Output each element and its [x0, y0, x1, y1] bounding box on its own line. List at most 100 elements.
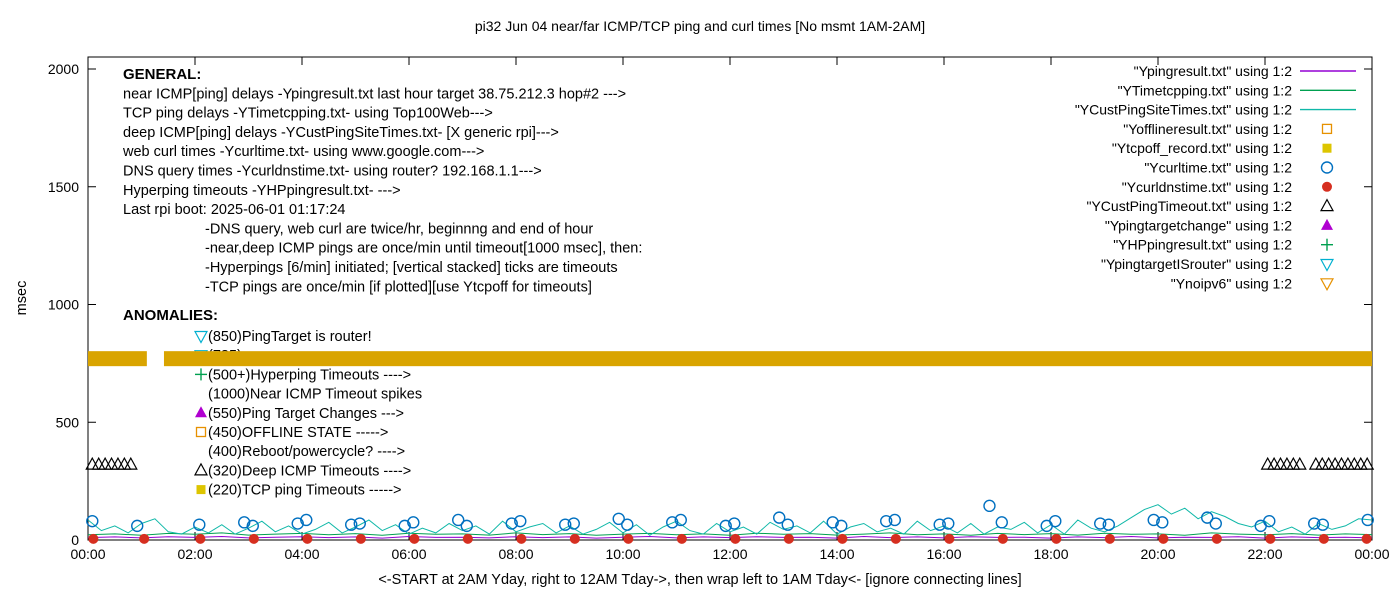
triangle-up-open-marker-icon: [1315, 456, 1330, 470]
triangle-up-open-marker-icon: [1360, 456, 1375, 470]
circle-open-marker-icon: [452, 513, 465, 527]
general-heading: GENERAL:: [123, 66, 201, 83]
circle-filled-marker-icon: [462, 533, 473, 544]
circle-open-marker-icon: [1320, 161, 1334, 174]
circle-filled-marker-icon: [1265, 533, 1276, 544]
circle-open-marker-icon: [612, 512, 625, 526]
circle-open-marker-icon: [728, 517, 741, 530]
general-line: -near,deep ICMP pings are once/min until…: [205, 241, 642, 257]
x-tick-label: 00:00: [1354, 546, 1389, 562]
circle-filled-marker-icon: [837, 533, 848, 544]
general-line: near ICMP[ping] delays -Ypingresult.txt …: [123, 86, 626, 102]
circle-filled-marker-icon: [88, 533, 99, 544]
triangle-up-filled-marker-icon: [195, 406, 207, 418]
series-line-Ypingresult.txt: [87, 535, 1373, 539]
circle-filled-marker-icon: [1104, 533, 1115, 544]
circle-open-marker-icon: [193, 518, 206, 531]
circle-open-marker-icon: [353, 517, 366, 530]
circle-open-marker-icon: [983, 499, 996, 513]
circle-open-marker-icon: [514, 514, 527, 528]
general-line: -Hyperpings [6/min] initiated; [vertical…: [205, 260, 618, 276]
legend-label: "Ytcpoff_record.txt" using 1:2: [1112, 140, 1292, 156]
circle-open-marker-icon: [86, 514, 99, 528]
legend-label: "YpingtargetISrouter" using 1:2: [1101, 256, 1292, 272]
circle-filled-marker-icon: [730, 533, 741, 544]
circle-open-marker-icon: [995, 516, 1008, 529]
circle-open-marker-icon: [131, 519, 144, 533]
triangle-up-open-marker-icon: [1260, 456, 1275, 470]
y-tick-label: 0: [71, 532, 79, 548]
circle-filled-marker-icon: [248, 533, 259, 544]
x-tick-label: 04:00: [284, 546, 319, 562]
triangle-up-open-marker-icon: [1319, 198, 1335, 212]
circle-open-marker-icon: [238, 516, 251, 529]
circle-filled-marker-icon: [676, 533, 687, 544]
circle-filled-marker-icon: [1322, 181, 1332, 192]
circle-open-marker-icon: [1102, 518, 1115, 531]
circle-open-marker-icon: [345, 518, 358, 531]
triangle-up-open-marker-icon: [91, 456, 106, 470]
legend-label: "YCustPingTimeout.txt" using 1:2: [1086, 198, 1292, 214]
circle-filled-marker-icon: [1318, 533, 1329, 544]
series-line-YCustPingSiteTimes.txt: [87, 504, 1373, 536]
circle-open-marker-icon: [505, 517, 518, 530]
anomaly-item-label: (450)OFFLINE STATE ----->: [208, 425, 388, 441]
triangle-up-open-marker-icon: [1308, 456, 1323, 470]
x-tick-label: 16:00: [926, 546, 961, 562]
y-tick-label: 1000: [48, 297, 79, 313]
general-line: Hyperping timeouts -YHPpingresult.txt- -…: [123, 183, 401, 199]
circle-open-marker-icon: [1156, 516, 1169, 529]
circle-open-marker-icon: [567, 517, 580, 530]
anomaly-item-label: (400)Reboot/powercycle? ---->: [208, 444, 405, 460]
circle-open-marker-icon: [559, 518, 572, 531]
circle-open-marker-icon: [666, 516, 679, 529]
circle-open-marker-icon: [407, 516, 420, 529]
triangle-up-open-marker-icon: [123, 456, 138, 470]
circle-open-marker-icon: [1201, 511, 1214, 524]
legend-label: "Ypingresult.txt" using 1:2: [1134, 63, 1293, 79]
general-line: deep ICMP[ping] delays -YCustPingSiteTim…: [123, 125, 559, 141]
circle-filled-marker-icon: [409, 533, 420, 544]
anomalies-heading: ANOMALIES:: [123, 307, 218, 324]
series-line-YTimetcpping.txt: [87, 532, 1373, 536]
circle-open-marker-icon: [888, 513, 901, 527]
triangle-down-open-marker-icon: [1319, 258, 1335, 272]
legend-label: "YCustPingSiteTimes.txt" using 1:2: [1075, 102, 1292, 118]
circle-filled-marker-icon: [997, 533, 1008, 544]
circle-open-marker-icon: [1254, 519, 1267, 533]
circle-open-marker-icon: [880, 514, 893, 528]
circle-filled-marker-icon: [890, 533, 901, 544]
general-line: TCP ping delays -YTimetcpping.txt- using…: [123, 106, 493, 122]
circle-open-marker-icon: [1094, 517, 1107, 530]
circle-filled-marker-icon: [1051, 533, 1062, 544]
circle-filled-marker-icon: [783, 533, 794, 544]
x-tick-label: 00:00: [70, 546, 105, 562]
circle-filled-marker-icon: [355, 533, 366, 544]
x-tick-label: 14:00: [819, 546, 854, 562]
circle-open-marker-icon: [1263, 514, 1276, 528]
anomaly-item-label: (850)PingTarget is router!: [208, 329, 372, 345]
triangle-up-open-marker-icon: [98, 456, 113, 470]
triangle-up-filled-marker-icon: [1321, 218, 1333, 230]
triangle-up-open-marker-icon: [1353, 456, 1368, 470]
circle-open-marker-icon: [1209, 517, 1222, 530]
circle-filled-marker-icon: [139, 533, 150, 544]
x-tick-label: 08:00: [498, 546, 533, 562]
circle-open-marker-icon: [300, 513, 313, 527]
square-filled-marker-icon: [1322, 143, 1332, 153]
legend-label: "Ycurldnstime.txt" using 1:2: [1122, 179, 1292, 195]
noipv6-band: [163, 351, 1373, 367]
circle-open-marker-icon: [942, 517, 955, 530]
circle-open-marker-icon: [719, 519, 732, 533]
square-filled-marker-icon: [196, 485, 206, 495]
triangle-up-open-marker-icon: [1286, 456, 1301, 470]
circle-open-marker-icon: [1361, 513, 1374, 527]
circle-open-marker-icon: [460, 519, 473, 533]
anomaly-item-label: (220)TCP ping Timeouts ----->: [208, 483, 402, 499]
triangle-up-open-marker-icon: [110, 456, 125, 470]
x-tick-label: 12:00: [712, 546, 747, 562]
triangle-up-open-marker-icon: [1279, 456, 1294, 470]
anomaly-item-label: (550)Ping Target Changes --->: [208, 406, 404, 422]
